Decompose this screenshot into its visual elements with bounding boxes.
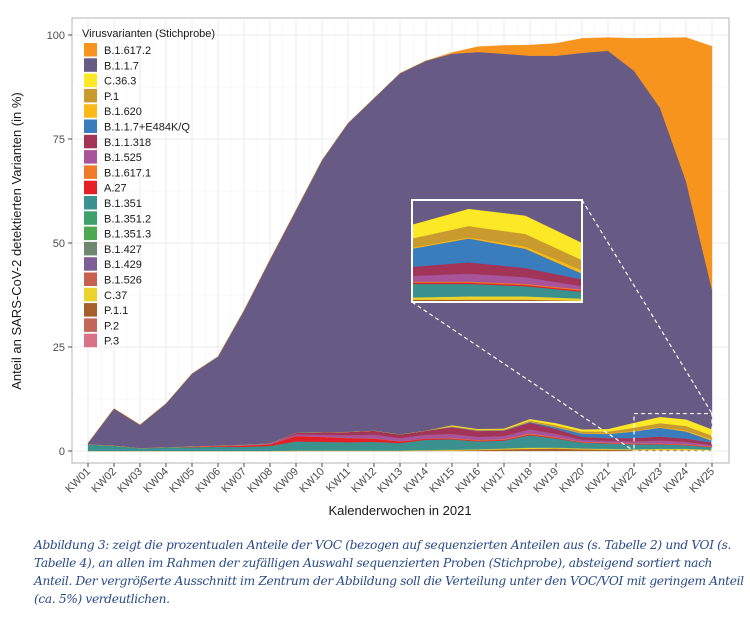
x-tick-label: KW13 bbox=[375, 466, 405, 496]
legend-swatch bbox=[84, 43, 97, 57]
x-tick-label: KW12 bbox=[349, 466, 379, 496]
x-tick-label: KW23 bbox=[635, 466, 665, 496]
legend-swatch bbox=[84, 318, 97, 332]
legend-label: B.1.620 bbox=[104, 106, 142, 118]
legend-label: P.3 bbox=[104, 336, 119, 348]
x-tick-label: KW06 bbox=[193, 466, 223, 496]
legend-swatch bbox=[84, 150, 97, 164]
legend-label: P.1.1 bbox=[104, 305, 128, 317]
zoom-source-box bbox=[633, 412, 713, 452]
x-tick-label: KW05 bbox=[167, 466, 197, 496]
legend-label: B.1.1.7 bbox=[104, 60, 139, 72]
x-tick-label: KW14 bbox=[401, 466, 431, 496]
figure-caption: Abbildung 3: zeigt die prozentualen Ante… bbox=[34, 538, 744, 606]
legend-label: C.36.3 bbox=[104, 76, 136, 88]
legend-swatch bbox=[84, 257, 97, 271]
x-tick-label: KW01 bbox=[63, 466, 93, 496]
area-c-36-3 bbox=[412, 208, 582, 261]
legend-swatch bbox=[84, 287, 97, 302]
legend-swatch bbox=[84, 134, 97, 149]
legend-label: B.1.351.3 bbox=[104, 229, 151, 241]
legend-label: P.2 bbox=[104, 320, 119, 332]
x-tick-label: KW09 bbox=[271, 466, 301, 496]
legend-swatch bbox=[84, 211, 97, 225]
y-tick-label: 0 bbox=[59, 446, 65, 458]
y-tick-label: 50 bbox=[53, 238, 65, 250]
y-axis-title: Anteil an SARS-CoV-2 detektierten Varian… bbox=[9, 92, 24, 389]
legend-label: B.1.1.318 bbox=[104, 137, 151, 149]
x-tick-label: KW11 bbox=[324, 466, 353, 495]
legend-label: B.1.525 bbox=[104, 152, 142, 164]
x-tick-label: KW08 bbox=[245, 466, 275, 496]
x-tick-label: KW04 bbox=[141, 466, 171, 496]
x-tick-label: KW02 bbox=[89, 466, 119, 496]
legend-label: B.1.351.2 bbox=[104, 213, 151, 225]
x-tick-label: KW25 bbox=[687, 466, 717, 496]
legend-label: P.1 bbox=[104, 91, 119, 103]
legend-swatch bbox=[84, 104, 97, 118]
legend-swatch bbox=[84, 272, 97, 286]
y-tick-label: 100 bbox=[47, 30, 65, 42]
legend-swatch bbox=[84, 333, 97, 348]
legend-swatch bbox=[84, 119, 97, 133]
x-tick-label: KW21 bbox=[583, 466, 613, 496]
legend-label: B.1.617.1 bbox=[104, 167, 151, 179]
x-tick-label: KW16 bbox=[453, 466, 483, 496]
legend-swatch bbox=[84, 73, 97, 88]
legend-label: C.37 bbox=[104, 290, 127, 302]
legend-swatch bbox=[84, 226, 97, 241]
legend-swatch bbox=[84, 58, 97, 72]
x-tick-label: KW15 bbox=[427, 466, 457, 496]
area-b-1-617-2 bbox=[87, 37, 713, 444]
legend-title: Virusvarianten (Stichprobe) bbox=[82, 28, 215, 40]
x-tick-label: KW17 bbox=[479, 466, 509, 496]
x-tick-label: KW03 bbox=[115, 466, 145, 496]
y-tick-label: 75 bbox=[53, 134, 65, 146]
legend-label: A.27 bbox=[104, 183, 127, 195]
area-layers bbox=[87, 37, 713, 452]
x-tick-label: KW20 bbox=[557, 466, 587, 496]
x-tick-label: KW22 bbox=[609, 466, 639, 496]
x-tick-label: KW07 bbox=[219, 466, 249, 496]
zoom-connector-line bbox=[411, 301, 635, 452]
legend-label: B.1.351 bbox=[104, 198, 142, 210]
legend: Virusvarianten (Stichprobe) B.1.617.2 B.1… bbox=[82, 28, 215, 348]
x-tick-label: KW24 bbox=[661, 466, 691, 496]
zoom-inset bbox=[411, 199, 713, 452]
x-tick-label: KW18 bbox=[505, 466, 535, 496]
inset-areas bbox=[412, 200, 582, 302]
legend-swatch bbox=[84, 303, 97, 317]
legend-swatch bbox=[84, 241, 97, 256]
legend-label: B.1.1.7+E484K/Q bbox=[104, 122, 190, 134]
legend-label: B.1.427 bbox=[104, 244, 142, 256]
y-tick-label: 25 bbox=[53, 342, 65, 354]
legend-label: B.1.526 bbox=[104, 275, 142, 287]
inset-frame bbox=[411, 199, 583, 303]
x-tick-label: KW19 bbox=[531, 466, 561, 496]
legend-swatch bbox=[84, 165, 97, 179]
y-axis: 0 25 50 75 100 bbox=[47, 30, 72, 458]
x-axis-title: Kalenderwochen in 2021 bbox=[328, 503, 471, 518]
x-tick-label: KW10 bbox=[297, 466, 327, 496]
legend-swatch bbox=[84, 88, 97, 103]
legend-label: B.1.617.2 bbox=[104, 45, 151, 57]
legend-label: B.1.429 bbox=[104, 259, 142, 271]
legend-swatch bbox=[84, 196, 97, 210]
x-axis: KW01KW02KW03KW04KW05KW06KW07KW08KW09KW10… bbox=[63, 463, 717, 495]
legend-swatch bbox=[84, 180, 97, 195]
